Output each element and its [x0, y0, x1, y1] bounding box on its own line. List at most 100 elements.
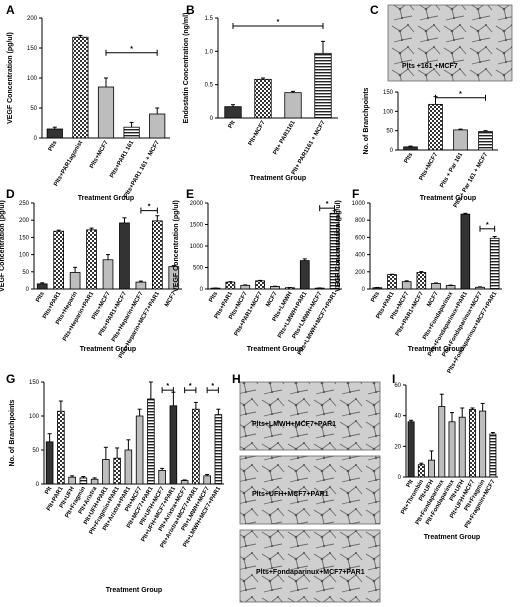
y-tick-label: 250: [19, 201, 30, 207]
chart-panel-i: 0204060PltPlt+ThrombinPlt+UFHPlt+Fondapa…: [371, 383, 498, 541]
x-axis-label: Treatment Group: [420, 195, 476, 202]
chart-panel-f: 02004006008001000PltsPlts+PAR1Plts+MCF7P…: [335, 200, 502, 375]
y-axis-label: VEGF Concentration (pg/ul): [0, 200, 6, 292]
panel-letter: B: [186, 3, 195, 17]
category-label: MCF7: [426, 290, 440, 308]
y-tick-label: 100: [19, 253, 30, 259]
micrograph-image: [239, 381, 381, 451]
bar: [445, 285, 456, 290]
y-axis-label: VEGF Concentration (pg/ul): [7, 32, 14, 124]
y-tick-label: 0: [26, 287, 30, 293]
y-tick-label: 50: [22, 270, 29, 276]
significance-star: *: [459, 91, 462, 98]
bar: [169, 405, 178, 485]
category-label: Plts+PAR1+MCF7: [234, 290, 264, 337]
significance-star: *: [486, 222, 489, 229]
category-label: Plt: [406, 479, 415, 489]
y-tick-label: 0: [34, 136, 38, 142]
category-label: Plts+Heparin+PAR1: [62, 290, 95, 342]
y-axis-label: No. of Branchpoints: [363, 87, 370, 154]
bar: [401, 281, 412, 290]
bar: [489, 237, 500, 290]
micrograph-label: Plts+LMWH+MCF7+PAR1: [252, 421, 336, 428]
significance-star: *: [189, 383, 192, 390]
bar: [284, 92, 302, 119]
y-tick-label: 100: [29, 414, 40, 420]
y-tick-label: 0: [200, 287, 204, 293]
bar: [102, 259, 114, 290]
category-label: Plt: [44, 486, 53, 496]
y-tick-label: 60: [394, 383, 401, 389]
micrograph-h: Plts+Fondaparinux+MCF7+PAR1: [239, 529, 381, 603]
bar: [407, 421, 415, 478]
micrograph-h: Plts+LMWH+MCF7+PAR1: [239, 381, 381, 451]
micrograph-image: [387, 4, 513, 82]
bar: [403, 146, 418, 151]
category-label: Plts+PAR1+MCF7: [395, 290, 425, 337]
category-label: MCF7: [265, 290, 279, 308]
panel-letter: H: [232, 372, 241, 386]
bar: [416, 272, 427, 290]
category-label: Plts+MCF7: [419, 151, 440, 181]
bar: [147, 398, 155, 485]
y-tick-label: 0: [210, 116, 214, 122]
micrograph-image: [239, 529, 381, 603]
bar: [149, 113, 166, 139]
significance-star: *: [130, 46, 133, 53]
category-label: MCF7: [164, 290, 178, 308]
x-axis-label: Treatment Group: [106, 587, 162, 594]
bar: [240, 284, 251, 290]
panel-letter: E: [186, 187, 194, 201]
y-axis-label: VEGF Concentration (pg/ul): [173, 200, 180, 292]
y-tick-label: 100: [383, 109, 394, 115]
bar: [314, 52, 332, 119]
bar: [254, 78, 272, 119]
y-tick-label: 150: [383, 90, 394, 96]
bar: [135, 281, 147, 290]
y-tick-label: 200: [19, 218, 30, 224]
y-tick-label: 0: [390, 148, 394, 154]
category-label: Plts: [370, 290, 381, 303]
micrograph-h: Plts+UFH+MCF7+PAR1: [239, 455, 381, 525]
y-tick-label: 40: [394, 414, 401, 420]
significance-star: *: [148, 204, 151, 211]
bar: [468, 409, 476, 478]
category-label: Plt+ PAR1161 + MCF7: [291, 119, 327, 176]
category-label: Plts+PAR1agonist: [53, 140, 84, 188]
bar: [57, 410, 65, 485]
bar: [224, 106, 242, 119]
bar: [270, 286, 280, 290]
bar: [53, 230, 65, 290]
bar: [79, 477, 88, 485]
micrograph-label: Plts+Fondaparinux+MCF7+PAR1: [256, 569, 365, 576]
category-label: Plt+MCF7: [248, 119, 267, 146]
y-tick-label: 0: [398, 475, 402, 481]
bar: [97, 86, 115, 139]
bar: [68, 476, 76, 485]
category-label: Plt+ PAR1161: [272, 119, 297, 156]
bar: [478, 131, 493, 151]
y-tick-label: 0.5: [205, 83, 214, 89]
bar: [428, 459, 436, 478]
bar: [124, 449, 133, 485]
bar: [113, 457, 121, 485]
bar: [36, 283, 48, 290]
x-axis-label: Treatment Group: [250, 175, 306, 182]
bar: [431, 283, 441, 290]
y-tick-label: 600: [355, 235, 366, 241]
panel-letters-layer: A B C D E F G H I: [6, 3, 395, 386]
category-label: Plts+MCF7: [89, 139, 110, 169]
bar: [475, 286, 485, 290]
bar: [489, 433, 497, 478]
y-axis-label: VEGF Concentration (pg/ul): [335, 200, 342, 292]
significance-star: *: [277, 19, 280, 26]
y-tick-label: 50: [30, 106, 37, 112]
bar: [69, 272, 81, 290]
panel-letter: D: [6, 187, 15, 201]
bar: [255, 280, 265, 290]
chart-panel-d: 050100150200250PltsPlts+PAR1Plts+Heparin…: [0, 200, 182, 360]
y-tick-label: 200: [355, 270, 366, 276]
panel-letter: F: [352, 187, 359, 201]
category-label: Plts: [35, 290, 46, 303]
